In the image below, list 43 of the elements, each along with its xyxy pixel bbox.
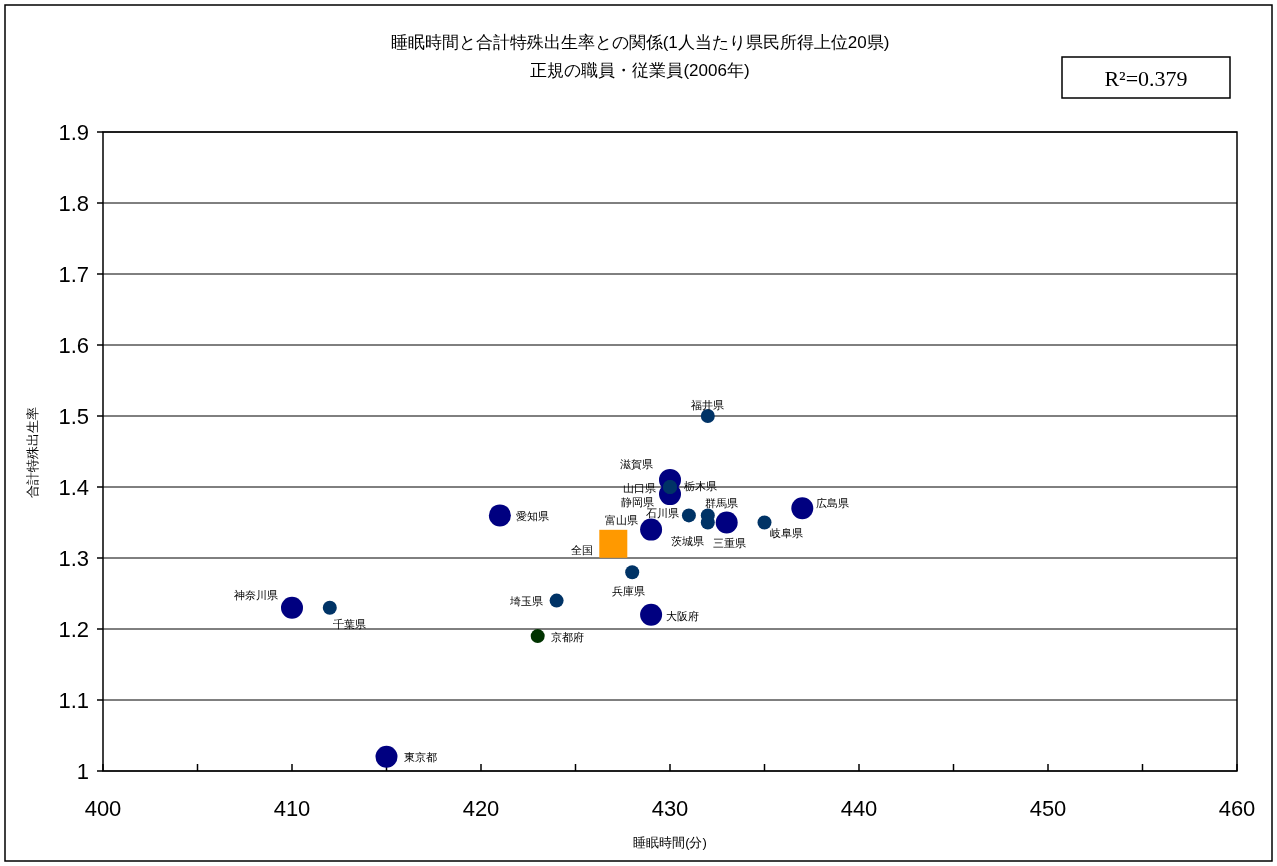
y-tick-label: 1 xyxy=(76,759,89,784)
annotation: 愛知県 xyxy=(515,510,549,523)
x-tick-label: 410 xyxy=(273,796,311,821)
y-tick-label: 1.7 xyxy=(58,262,89,287)
annotation: 茨城県 xyxy=(671,534,705,547)
annotation: 山口県 xyxy=(623,482,656,494)
annotation: 岐阜県 xyxy=(770,526,803,539)
annotation: 広島県 xyxy=(816,497,850,510)
y-tick-label: 1.9 xyxy=(58,120,89,145)
x-tick-label: 420 xyxy=(462,796,500,821)
annotation: 群馬県 xyxy=(705,497,739,510)
annotation: 神奈川県 xyxy=(234,588,278,601)
annotation: 千葉県 xyxy=(333,617,367,630)
annotation: 京都府 xyxy=(550,631,584,644)
annotation: 福井県 xyxy=(691,399,725,411)
annotation: 三重県 xyxy=(713,536,747,549)
y-tick-label: 1.3 xyxy=(58,546,89,571)
x-tick-label: 430 xyxy=(651,796,689,821)
annotation: 埼玉県 xyxy=(508,594,543,607)
y-tick-label: 1.1 xyxy=(58,688,89,713)
annotation: 兵庫県 xyxy=(611,585,645,598)
annotation: 全国 xyxy=(571,543,594,556)
y-tick-label: 1.5 xyxy=(58,404,89,429)
x-tick-label: 460 xyxy=(1218,796,1256,821)
text: R²=0.379 xyxy=(1104,66,1188,91)
x-tick-label: 450 xyxy=(1029,796,1067,821)
chart-subtitle: 正規の職員・従業員(2006年) xyxy=(530,61,750,80)
y-tick-label: 1.6 xyxy=(58,333,89,358)
annotation: 東京都 xyxy=(403,750,437,763)
x-tick-label: 400 xyxy=(84,796,122,821)
x-axis-title: 睡眠時間(分) xyxy=(633,835,707,850)
annotation: 静岡県 xyxy=(621,496,654,509)
annotation: 滋賀県 xyxy=(619,457,653,470)
y-tick-label: 1.4 xyxy=(58,475,89,500)
x-tick-label: 440 xyxy=(840,796,878,821)
annotation: 大阪府 xyxy=(666,609,700,622)
annotation: 栃木県 xyxy=(684,480,717,492)
y-tick-label: 1.8 xyxy=(58,191,89,216)
y-tick-label: 1.2 xyxy=(58,617,89,642)
annotation: 富山県 xyxy=(604,513,638,526)
y-axis-title: 合計特殊出生率 xyxy=(25,406,40,498)
annotation: 石川県 xyxy=(646,507,680,520)
chart-title: 睡眠時間と合計特殊出生率との関係(1人当たり県民所得上位20県) xyxy=(390,33,890,52)
